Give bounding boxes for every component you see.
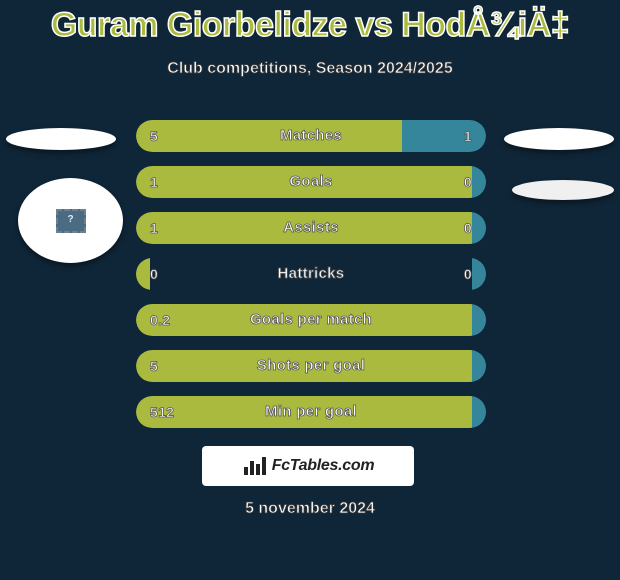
player-right-badge (504, 128, 614, 150)
stat-row: 10Assists (136, 212, 486, 244)
brand-footer[interactable]: FcTables.com (202, 446, 414, 486)
page-title: Guram Giorbelidze vs HodÅ¾iÄ‡ (0, 6, 620, 45)
stat-row: 10Goals (136, 166, 486, 198)
stat-row: 0.2Goals per match (136, 304, 486, 336)
stat-label: Assists (136, 212, 486, 244)
player-left-photo-placeholder: ? (18, 178, 123, 263)
stats-container: 51Matches 10Goals 10Assists 00Hattricks 0.2G… (136, 120, 486, 442)
bar-chart-icon (242, 455, 268, 477)
stat-label: Matches (136, 120, 486, 152)
stat-label: Goals (136, 166, 486, 198)
stat-row: 00Hattricks (136, 258, 486, 290)
player-right-badge-2 (512, 180, 614, 200)
date-text: 5 november 2024 (0, 500, 620, 518)
comparison-card: Guram Giorbelidze vs HodÅ¾iÄ‡ Club compe… (0, 0, 620, 580)
page-subtitle: Club competitions, Season 2024/2025 (0, 60, 620, 78)
stat-row: 512Min per goal (136, 396, 486, 428)
image-placeholder-icon: ? (56, 209, 86, 233)
stat-row: 5Shots per goal (136, 350, 486, 382)
stat-label: Shots per goal (136, 350, 486, 382)
stat-label: Goals per match (136, 304, 486, 336)
stat-row: 51Matches (136, 120, 486, 152)
player-left-badge (6, 128, 116, 150)
brand-text: FcTables.com (272, 457, 375, 475)
stat-label: Min per goal (136, 396, 486, 428)
stat-label: Hattricks (136, 258, 486, 290)
